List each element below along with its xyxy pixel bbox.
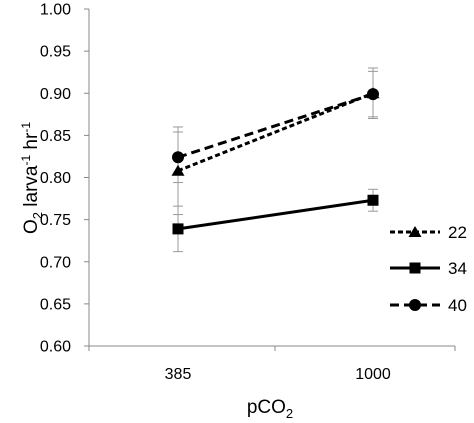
x-tick-labels: 385 1000 [165,366,391,383]
y-axis-title: O2 larva-1 hr-1 [19,122,45,234]
y-axis [84,8,90,347]
y-tick-label: 1.00 [40,2,71,19]
series-line-40 [177,92,374,159]
series-markers [171,87,380,235]
x-tick-label: 1000 [355,366,391,383]
legend-label-34: 34 [448,259,467,278]
x-axis [88,345,456,351]
series-line-34 [177,198,374,231]
series-lines [177,91,374,231]
legend-marker-34 [409,262,421,274]
data-point-40 [172,151,184,164]
y-tick-label: 0.95 [40,44,71,61]
legend: 22 34 40 [390,223,467,315]
y-tick-labels: 0.60 0.65 0.70 0.75 0.80 0.85 0.90 0.95 1.00 [40,2,71,356]
legend-label-40: 40 [448,296,467,315]
y-tick-label: 0.90 [40,86,71,103]
x-tick-label: 385 [165,366,192,383]
y-tick-label: 0.70 [40,254,71,271]
y-tick-label: 0.85 [40,128,71,145]
y-tick-label: 0.80 [40,170,71,187]
y-tick-label: 0.60 [40,339,71,356]
data-point-34 [367,194,379,206]
data-point-22 [171,164,185,176]
data-point-40 [367,88,379,101]
series-line-22 [177,91,374,173]
y-tick-label: 0.65 [40,296,71,313]
legend-label-22: 22 [448,223,467,242]
y-tick-label: 0.75 [40,212,71,229]
legend-marker-22 [408,226,422,237]
x-axis-title: pCO2 [247,397,293,421]
legend-marker-40 [409,299,421,311]
data-point-34 [172,223,184,235]
